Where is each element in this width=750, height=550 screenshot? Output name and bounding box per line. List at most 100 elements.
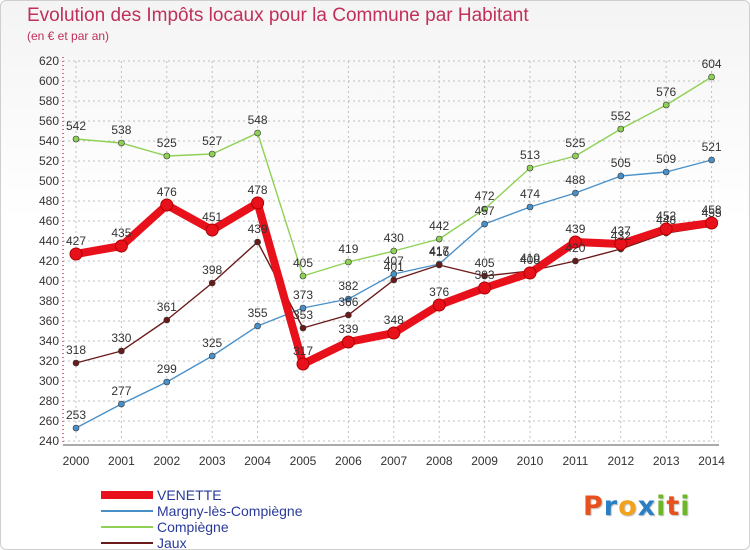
y-tick-label: 580 <box>39 94 59 108</box>
data-point-jaux <box>481 272 488 280</box>
data-label-margny-l-s-compi-gne: 488 <box>565 173 585 187</box>
data-point-venette <box>296 357 310 371</box>
data-label-jaux: 420 <box>565 241 585 255</box>
y-tick-label: 600 <box>39 74 59 88</box>
data-label-margny-l-s-compi-gne: 521 <box>702 140 722 154</box>
data-label-compi-gne: 525 <box>565 136 585 150</box>
x-tick-label: 2004 <box>244 454 271 468</box>
data-point-venette <box>705 216 719 230</box>
data-label-venette: 376 <box>429 285 449 299</box>
data-point-jaux <box>435 261 443 269</box>
logo-letter: i <box>680 491 691 522</box>
data-point-jaux <box>118 347 125 355</box>
data-label-jaux: 439 <box>248 222 268 236</box>
data-label-compi-gne: 548 <box>248 113 268 127</box>
data-point-margny-l-s-compi-gne <box>72 424 80 432</box>
y-tick-label: 360 <box>39 314 59 328</box>
legend-swatch <box>101 510 153 512</box>
data-label-margny-l-s-compi-gne: 474 <box>520 187 540 201</box>
data-point-venette <box>341 335 355 349</box>
data-point-margny-l-s-compi-gne <box>481 220 488 228</box>
x-tick-label: 2003 <box>199 454 226 468</box>
data-point-compi-gne <box>345 258 352 266</box>
data-label-venette: 437 <box>611 224 631 238</box>
data-label-jaux: 318 <box>66 343 86 357</box>
data-label-margny-l-s-compi-gne: 407 <box>384 254 404 268</box>
data-point-venette <box>251 196 265 210</box>
data-label-compi-gne: 542 <box>66 119 86 133</box>
logo-letter: i <box>656 491 667 522</box>
data-label-venette: 339 <box>338 322 358 336</box>
logo-letter: x <box>637 491 657 522</box>
y-tick-label: 300 <box>39 374 59 388</box>
data-label-venette: 317 <box>293 344 313 358</box>
data-point-venette <box>478 281 492 295</box>
y-tick-label: 440 <box>39 234 59 248</box>
data-label-venette: 476 <box>157 185 177 199</box>
data-point-margny-l-s-compi-gne <box>345 295 352 303</box>
y-tick-label: 240 <box>39 434 59 448</box>
legend-label: Jaux <box>157 535 187 550</box>
data-label-margny-l-s-compi-gne: 509 <box>656 152 676 166</box>
x-tick-label: 2009 <box>471 454 498 468</box>
x-tick-label: 2012 <box>607 454 634 468</box>
data-point-compi-gne <box>617 125 625 133</box>
data-label-compi-gne: 527 <box>202 134 222 148</box>
data-point-jaux <box>390 276 398 284</box>
y-tick-label: 520 <box>39 154 59 168</box>
data-point-jaux <box>208 279 216 287</box>
y-tick-label: 400 <box>39 274 59 288</box>
data-label-venette: 435 <box>111 226 131 240</box>
data-label-compi-gne: 513 <box>520 148 540 162</box>
data-label-margny-l-s-compi-gne: 417 <box>429 244 449 258</box>
x-tick-label: 2002 <box>153 454 180 468</box>
data-label-jaux: 455 <box>702 206 722 220</box>
data-point-margny-l-s-compi-gne <box>572 189 579 197</box>
data-label-venette: 348 <box>384 313 404 327</box>
data-label-margny-l-s-compi-gne: 382 <box>338 279 358 293</box>
data-point-venette <box>69 247 83 261</box>
data-label-venette: 408 <box>520 253 540 267</box>
x-tick-label: 2011 <box>562 454 588 468</box>
data-label-margny-l-s-compi-gne: 325 <box>202 336 222 350</box>
logo-letter: t <box>666 491 681 522</box>
data-point-compi-gne <box>435 235 443 243</box>
data-point-venette <box>568 235 582 249</box>
data-point-venette <box>614 237 628 251</box>
y-tick-label: 380 <box>39 294 59 308</box>
data-point-compi-gne <box>299 272 307 280</box>
legend-label: Compiègne <box>157 519 229 535</box>
x-tick-label: 2001 <box>108 454 135 468</box>
data-point-venette <box>205 223 219 237</box>
data-point-jaux <box>299 324 307 332</box>
data-point-compi-gne <box>708 73 715 81</box>
data-point-margny-l-s-compi-gne <box>708 156 715 164</box>
chart-subtitle: (en € et par an) <box>27 29 110 43</box>
data-point-jaux <box>163 316 171 324</box>
data-label-margny-l-s-compi-gne: 355 <box>248 306 268 320</box>
data-point-compi-gne <box>481 205 488 213</box>
chart-title: Evolution des Impôts locaux pour la Comm… <box>27 5 529 26</box>
y-tick-label: 560 <box>39 114 59 128</box>
x-tick-label: 2014 <box>698 454 725 468</box>
data-label-venette: 439 <box>565 222 585 236</box>
data-label-compi-gne: 419 <box>338 242 358 256</box>
data-label-venette: 393 <box>475 268 495 282</box>
data-label-venette: 478 <box>248 183 268 197</box>
data-point-margny-l-s-compi-gne <box>526 203 534 211</box>
data-label-venette: 458 <box>702 203 722 217</box>
proxiti-logo: Proxiti <box>583 491 691 522</box>
data-point-margny-l-s-compi-gne <box>118 400 125 408</box>
data-point-margny-l-s-compi-gne <box>163 378 171 386</box>
data-point-jaux <box>345 311 352 319</box>
data-label-jaux: 330 <box>111 331 131 345</box>
data-label-jaux: 398 <box>202 263 222 277</box>
data-point-compi-gne <box>163 152 171 160</box>
y-tick-label: 500 <box>39 174 59 188</box>
data-label-jaux: 353 <box>293 308 313 322</box>
legend-swatch <box>101 526 153 528</box>
legend-label: Margny-lès-Compiègne <box>157 503 303 519</box>
y-tick-label: 460 <box>39 214 59 228</box>
